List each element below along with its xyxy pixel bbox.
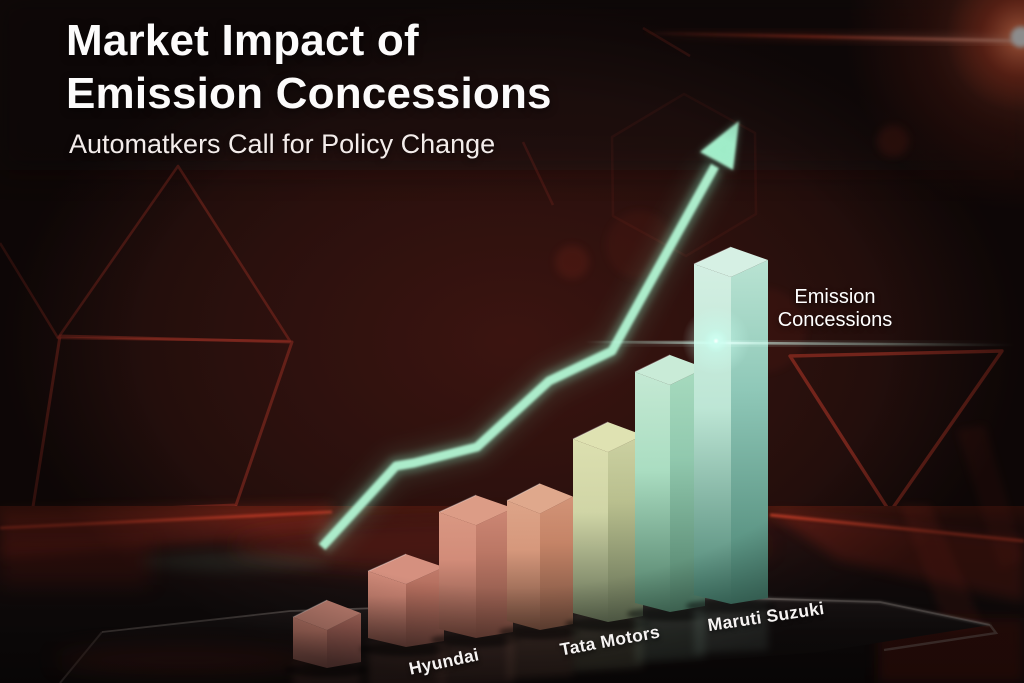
- annotation-line-1: Emission: [794, 286, 876, 308]
- page-title: Market Impact of Emission Concessions: [66, 14, 552, 120]
- annotation-line-2: Concessions: [777, 309, 893, 331]
- page-subtitle: Automatkers Call for Policy Change: [69, 129, 496, 159]
- emission-concessions-annotation: Emission Concessions: [760, 286, 910, 332]
- title-line-2: Emission Concessions: [66, 69, 552, 118]
- title-line-1: Market Impact of: [66, 16, 419, 65]
